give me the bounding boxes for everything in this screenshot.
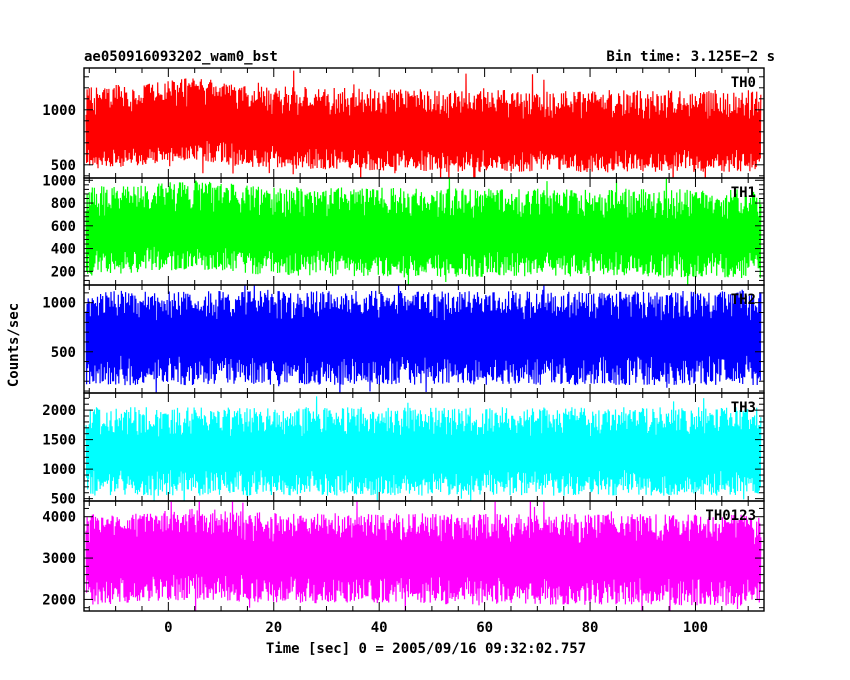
y-tick-label: 1000 [42, 462, 76, 478]
panel-th2: 500 1000 TH2 [42, 284, 765, 394]
x-axis-label: Time [sec] 0 = 2005/09/16 09:32:02.757 [266, 641, 586, 657]
panel-th1: 200 400 600 800 1000 TH1 [42, 173, 765, 286]
panel-label-th2: TH2 [731, 292, 756, 308]
y-tick-label: 800 [51, 196, 76, 212]
y-tick-label: 200 [51, 264, 76, 280]
y-tick-label: 1000 [42, 103, 76, 119]
x-tick-label: 20 [265, 620, 282, 636]
series-core-th1 [86, 210, 761, 253]
x-tick-label: 0 [164, 620, 172, 636]
panel-label-th1: TH1 [731, 185, 756, 201]
y-tick-label: 500 [51, 158, 76, 174]
bin-time-label: Bin time: 3.125E−2 s [606, 49, 775, 65]
panel-th0: 500 1000 TH0 [42, 67, 765, 179]
panel-th3: 500 1000 1500 2000 TH3 [42, 392, 765, 508]
y-tick-label: 2000 [42, 592, 76, 608]
series-core-th0 [86, 106, 761, 150]
x-tick-label: 60 [476, 620, 493, 636]
series-core-th0123 [86, 538, 761, 579]
y-tick-label: 1000 [42, 173, 76, 189]
panel-label-th3: TH3 [731, 400, 756, 416]
panel-label-th0: TH0 [731, 75, 756, 91]
y-tick-label: 500 [51, 345, 76, 361]
y-tick-label: 1500 [42, 433, 76, 449]
panel-frame [83, 500, 765, 612]
y-tick-label: 400 [51, 242, 76, 258]
x-tick-label: 40 [371, 620, 388, 636]
x-tick-label: 80 [582, 620, 599, 636]
series-core-th2 [86, 320, 761, 356]
y-tick-label: 600 [51, 219, 76, 235]
panel-label-th0123: TH0123 [705, 508, 756, 524]
y-tick-label: 2000 [42, 403, 76, 419]
figure-title: ae050916093202_wam0_bst [84, 49, 278, 65]
y-tick-label: 4000 [42, 510, 76, 526]
panel-th0123: 2000 3000 4000 TH0123 [42, 500, 765, 612]
x-tick-label: 100 [683, 620, 708, 636]
y-axis-label: Counts/sec [6, 303, 22, 387]
y-tick-label: 500 [51, 492, 76, 508]
y-tick-label: 3000 [42, 551, 76, 567]
series-core-th3 [86, 436, 761, 471]
y-tick-label: 1000 [42, 296, 76, 312]
